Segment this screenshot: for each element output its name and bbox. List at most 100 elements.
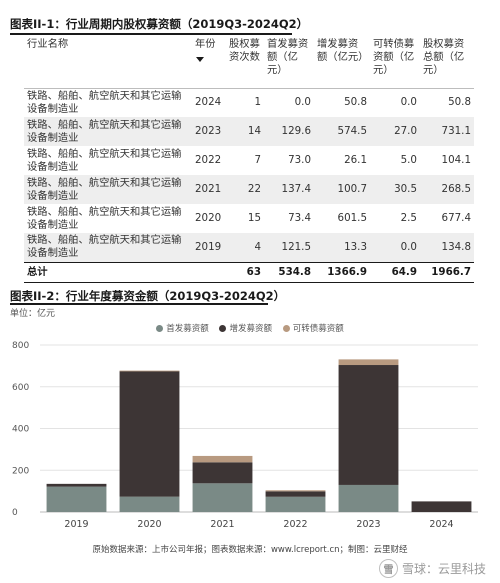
- cell-ipo: 129.6: [281, 125, 311, 137]
- table-title: 图表II-1：行业周期内股权募资额（2019Q3-2024Q2）: [10, 17, 309, 31]
- cell-total: 50.8: [448, 96, 471, 109]
- cell-year: 2021: [195, 183, 222, 195]
- total-ipo: 534.8: [278, 265, 311, 278]
- legend-item-add: 增发募资额: [219, 322, 272, 334]
- source-note: 原始数据来源：上市公司年报；图表数据来源：www.lcreport.cn；制图：…: [92, 545, 408, 555]
- stacked-bar-chart: 0 200 400 600 800 2019 2020 2021 2022 2023 2024: [12, 341, 478, 530]
- header-add: 增发募资额（亿元）: [314, 36, 370, 88]
- cell-year: 2024: [195, 96, 222, 109]
- bar-segment-ipo: [119, 496, 180, 512]
- cell-add: 601.5: [337, 212, 367, 224]
- cell-industry: 铁路、船舶、航空航天和其它运输设备制造业: [27, 89, 182, 115]
- x-tick-label: 2020: [137, 519, 161, 530]
- legend-swatch-ipo: [156, 325, 164, 332]
- cell-ipo: 137.4: [281, 183, 311, 195]
- chart-legend: 首发募资额 增发募资额 可转债募资额: [0, 322, 500, 334]
- table-row: 铁路、船舶、航空航天和其它运输设备制造业 2022 7 73.0 26.1 5.…: [24, 146, 474, 175]
- total-total: 1966.7: [431, 265, 471, 278]
- bar-segment-ipo: [265, 496, 326, 512]
- y-tick-label: 400: [12, 425, 29, 435]
- total-count: 63: [246, 265, 261, 278]
- legend-swatch-convert: [282, 325, 290, 332]
- legend-swatch-add: [219, 325, 227, 332]
- total-label: 总计: [27, 265, 48, 278]
- header-ipo: 首发募资额（亿元）: [264, 36, 314, 88]
- cell-ipo: 73.4: [288, 212, 311, 224]
- table-row: 铁路、船舶、航空航天和其它运输设备制造业 2024 1 0.0 50.8 0.0…: [24, 88, 474, 117]
- cell-total: 104.1: [441, 154, 471, 166]
- legend-label-add: 增发募资额: [229, 324, 272, 334]
- cell-add: 13.3: [344, 240, 367, 253]
- cell-ipo: 0.0: [294, 96, 311, 109]
- bar-segment-add: [192, 462, 253, 484]
- total-year-empty: [192, 262, 226, 282]
- cell-add: 50.8: [344, 96, 367, 109]
- sort-down-icon[interactable]: [196, 57, 204, 62]
- bar-segment-add: [338, 365, 399, 485]
- cell-add: 26.1: [344, 154, 367, 166]
- bar-segment-ipo: [338, 484, 399, 512]
- cell-year: 2022: [195, 154, 222, 166]
- watermark-text: 雪球：云里科技: [401, 561, 486, 576]
- cell-ipo: 121.5: [281, 240, 311, 253]
- y-tick-label: 600: [12, 383, 29, 393]
- legend-label-convert: 可转债募资额: [292, 324, 344, 334]
- cell-add: 100.7: [337, 183, 367, 195]
- total-add: 1366.9: [327, 265, 367, 278]
- table-header-row: 行业名称 年份 股权募资次数 首发募资额（亿元） 增发募资额（亿元） 可转债募资…: [24, 36, 474, 88]
- snowball-logo-char: 雪: [383, 564, 394, 576]
- cell-count: 1: [254, 96, 261, 109]
- table-row: 铁路、船舶、航空航天和其它运输设备制造业 2019 4 121.5 13.3 0…: [24, 233, 474, 262]
- watermark: 雪 雪球：云里科技: [378, 558, 486, 578]
- bar-segment-convert: [338, 359, 399, 366]
- cell-total: 134.8: [441, 240, 471, 253]
- cell-industry: 铁路、船舶、航空航天和其它运输设备制造业: [27, 147, 182, 173]
- bar-segment-convert: [192, 455, 253, 463]
- x-tick-label: 2019: [64, 519, 88, 530]
- cell-year: 2023: [195, 125, 222, 137]
- cell-convert: 5.0: [400, 154, 417, 166]
- cell-year: 2020: [195, 212, 222, 224]
- bar-segment-add: [46, 483, 107, 487]
- cell-convert: 27.0: [394, 125, 417, 137]
- y-tick-label: 0: [12, 508, 18, 518]
- header-industry: 行业名称: [24, 36, 192, 88]
- header-total: 股权募资总额（亿元）: [420, 36, 474, 88]
- cell-convert: 0.0: [400, 96, 417, 109]
- table-row: 铁路、船舶、航空航天和其它运输设备制造业 2020 15 73.4 601.5 …: [24, 204, 474, 233]
- header-year[interactable]: 年份: [192, 36, 226, 88]
- cell-count: 22: [247, 183, 261, 195]
- cell-add: 574.5: [337, 125, 367, 137]
- cell-convert: 2.5: [400, 212, 417, 224]
- x-tick-label: 2023: [356, 519, 380, 530]
- x-tick-label: 2021: [210, 519, 234, 530]
- cell-industry: 铁路、船舶、航空航天和其它运输设备制造业: [27, 118, 182, 144]
- bar-segment-add: [411, 501, 472, 512]
- table-row: 铁路、船舶、航空航天和其它运输设备制造业 2021 22 137.4 100.7…: [24, 175, 474, 204]
- y-tick-label: 200: [12, 466, 29, 476]
- cell-industry: 铁路、船舶、航空航天和其它运输设备制造业: [27, 205, 182, 231]
- x-tick-label: 2024: [429, 519, 453, 530]
- bar-segment-convert: [119, 370, 180, 372]
- bar-segment-convert: [265, 490, 326, 492]
- total-convert: 64.9: [391, 265, 417, 278]
- bar-segment-ipo: [46, 486, 107, 512]
- cell-convert: 0.0: [400, 240, 417, 253]
- header-year-label: 年份: [195, 38, 216, 50]
- cell-total: 731.1: [441, 125, 471, 137]
- cell-industry: 铁路、船舶、航空航天和其它运输设备制造业: [27, 234, 182, 260]
- legend-item-convert: 可转债募资额: [282, 322, 344, 334]
- cell-industry: 铁路、船舶、航空航天和其它运输设备制造业: [27, 176, 182, 202]
- cell-year: 2019: [195, 240, 222, 253]
- y-tick-label: 800: [12, 341, 29, 351]
- bar-segment-add: [265, 491, 326, 497]
- title-underline: [10, 303, 268, 305]
- title-underline: [10, 33, 292, 35]
- cell-total: 677.4: [441, 212, 471, 224]
- header-count: 股权募资次数: [226, 36, 264, 88]
- unit-label: 单位：亿元: [10, 309, 56, 319]
- cell-count: 4: [254, 240, 261, 253]
- cell-count: 14: [247, 125, 261, 137]
- cell-count: 7: [254, 154, 261, 166]
- cell-count: 15: [247, 212, 261, 224]
